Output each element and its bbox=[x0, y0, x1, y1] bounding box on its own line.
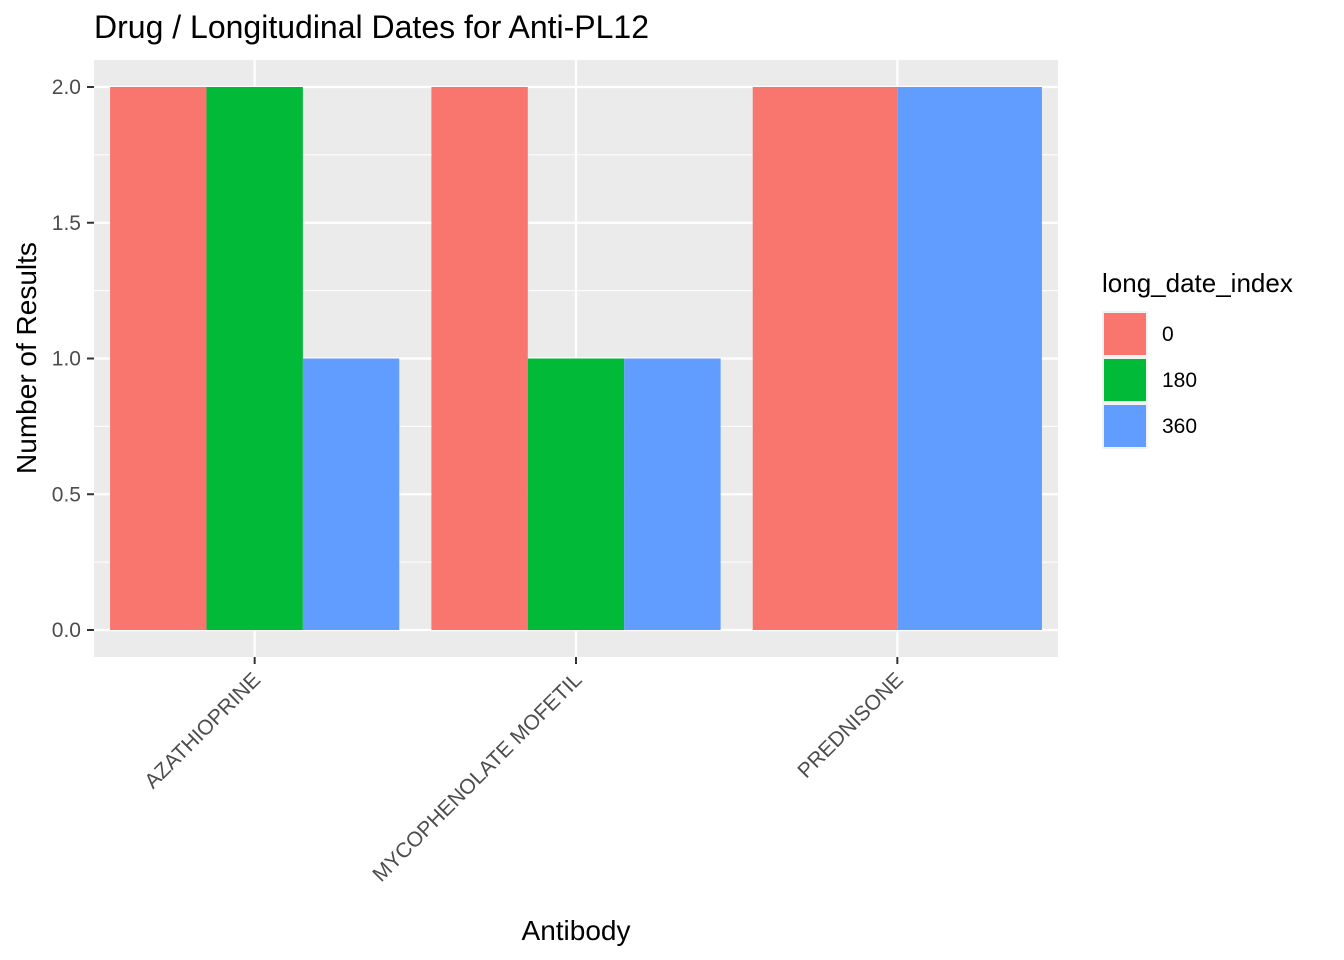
bars bbox=[110, 87, 1042, 630]
y-axis: 0.0 0.5 1.0 1.5 2.0 bbox=[52, 76, 94, 642]
x-axis: AZATHIOPRINE MYCOPHENOLATE MOFETIL PREDNIS… bbox=[140, 657, 908, 886]
x-tick-label: AZATHIOPRINE bbox=[140, 668, 265, 793]
x-tick-label: MYCOPHENOLATE MOFETIL bbox=[368, 668, 586, 886]
legend-key bbox=[1104, 405, 1146, 447]
y-tick-label: 2.0 bbox=[52, 76, 81, 99]
legend-label: 360 bbox=[1162, 415, 1197, 438]
legend-key bbox=[1104, 313, 1146, 355]
y-axis-title: Number of Results bbox=[11, 242, 42, 474]
bar bbox=[110, 87, 207, 630]
bar bbox=[431, 87, 528, 630]
legend-label: 180 bbox=[1162, 369, 1197, 392]
x-tick-label: PREDNISONE bbox=[793, 668, 907, 782]
y-tick-label: 1.5 bbox=[52, 212, 81, 235]
bar bbox=[752, 87, 898, 630]
legend: long_date_index 0 180 360 bbox=[1102, 268, 1293, 449]
bar bbox=[897, 87, 1042, 630]
y-tick-label: 1.0 bbox=[52, 348, 81, 371]
bar bbox=[624, 358, 721, 630]
y-tick-label: 0.0 bbox=[52, 619, 81, 642]
bar bbox=[302, 358, 400, 630]
legend-label: 0 bbox=[1162, 323, 1174, 346]
x-axis-title: Antibody bbox=[522, 915, 631, 946]
legend-key bbox=[1104, 359, 1146, 401]
chart-title: Drug / Longitudinal Dates for Anti-PL12 bbox=[94, 9, 649, 45]
legend-title: long_date_index bbox=[1102, 268, 1293, 298]
bar bbox=[206, 87, 303, 630]
bar bbox=[527, 358, 625, 630]
y-tick-label: 0.5 bbox=[52, 483, 81, 506]
